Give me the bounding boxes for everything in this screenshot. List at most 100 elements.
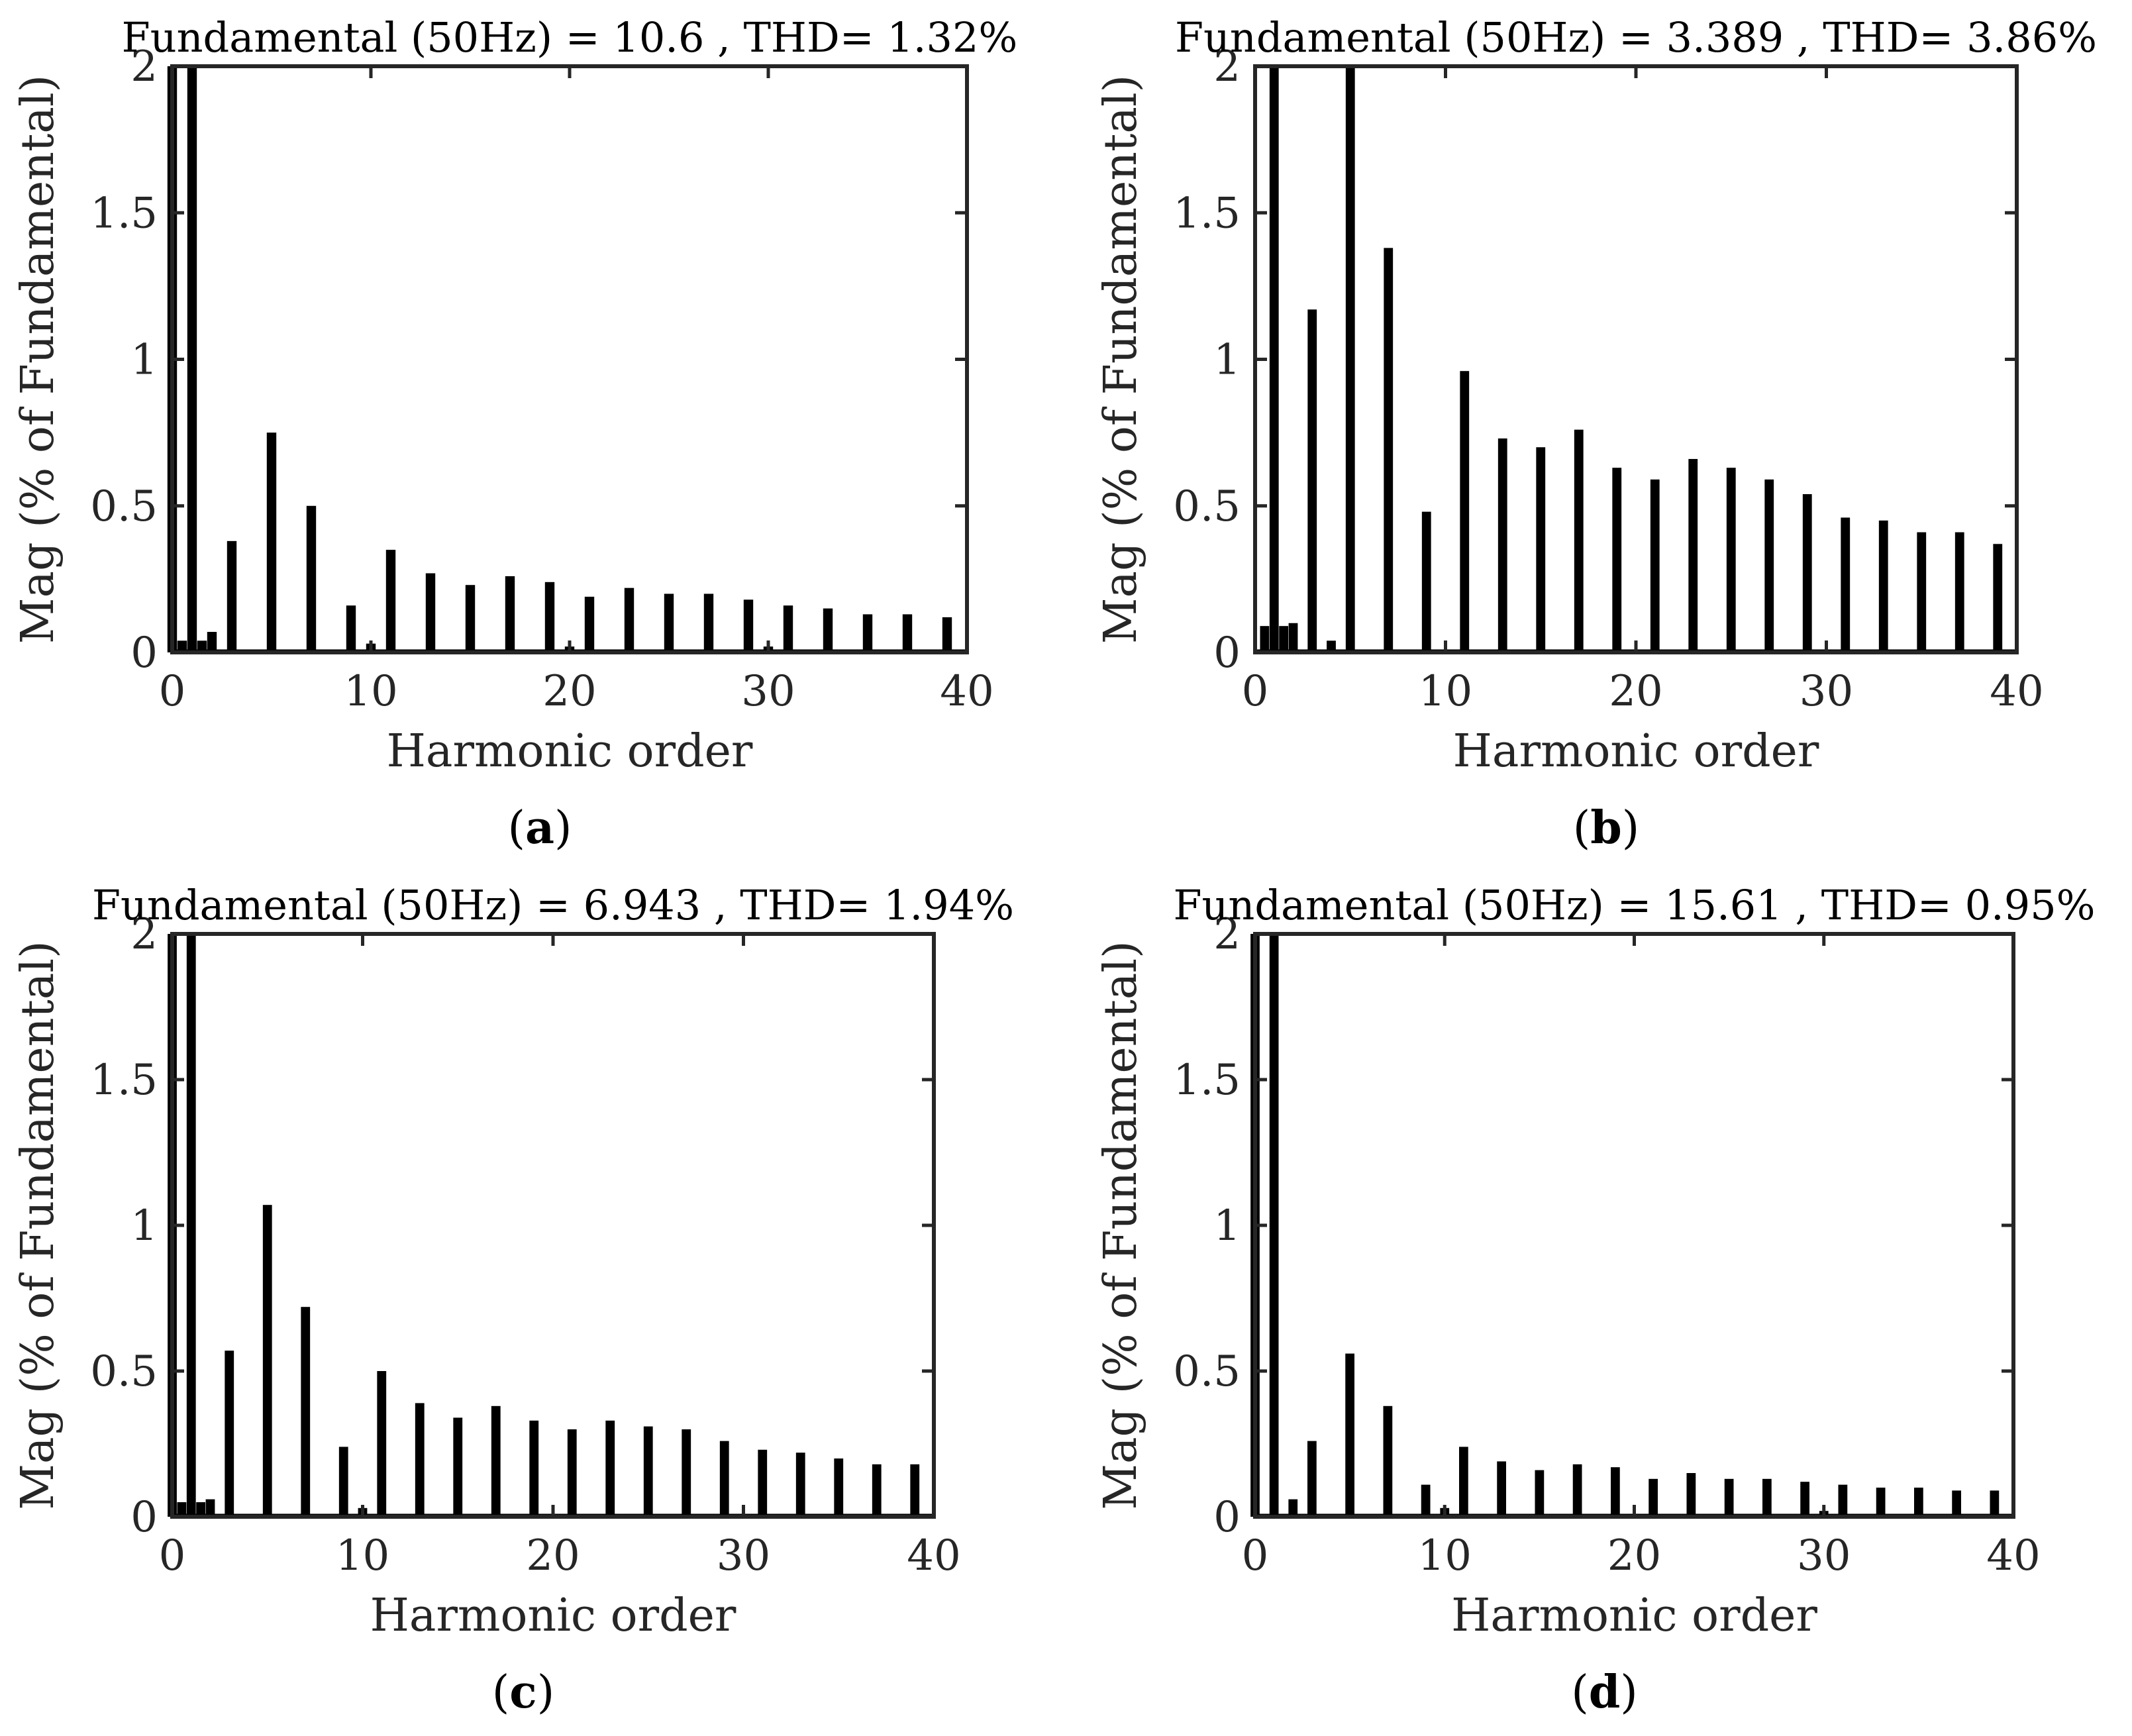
bar-c-2	[186, 934, 196, 1517]
bar-d-16	[1762, 1478, 1772, 1517]
y-tick-label-b-2: 1	[1213, 336, 1241, 385]
y-tick-label-b-0: 0	[1213, 629, 1241, 678]
bar-d-9	[1497, 1461, 1506, 1517]
bar-a-17	[624, 587, 635, 652]
caption-open-a: (	[507, 802, 525, 854]
bar-d-11	[1572, 1464, 1582, 1517]
bar-b-7	[1384, 248, 1394, 653]
bar-a-16	[584, 596, 595, 652]
y-axis-label-c: Mag (% of Fundamental)	[12, 941, 64, 1509]
caption-open-b: (	[1573, 802, 1591, 854]
x-axis-label-d: Harmonic order	[1451, 1590, 1817, 1642]
bar-b-23	[1993, 544, 2003, 652]
bar-a-14	[544, 582, 555, 652]
y-tick-label-d-1: 0.5	[1173, 1347, 1241, 1396]
bar-c-16	[605, 1420, 615, 1517]
y-tick-label-d-2: 1	[1213, 1201, 1241, 1251]
bar-b-6	[1345, 66, 1355, 652]
bar-b-21	[1917, 532, 1927, 652]
y-tick-label-c-2: 1	[130, 1201, 158, 1251]
chart-title-b: Fundamental (50Hz) = 3.389 , THD= 3.86%	[1175, 13, 2097, 62]
bar-b-17	[1764, 479, 1774, 652]
bar-d-22	[1952, 1490, 1961, 1517]
x-tick-label-a-4: 40	[940, 667, 993, 716]
caption-close-a: )	[554, 802, 572, 854]
bar-b-13	[1612, 468, 1622, 652]
caption-close-c: )	[537, 1666, 555, 1719]
bar-d-21	[1914, 1488, 1923, 1517]
bar-c-21	[795, 1453, 805, 1517]
bar-b-15	[1688, 458, 1698, 652]
plot-frame-d	[1253, 932, 2015, 1519]
bar-a-20	[743, 599, 754, 652]
bar-a-23	[823, 608, 833, 652]
y-tick-label-b-3: 1.5	[1173, 189, 1241, 238]
caption-letter-c: c	[509, 1666, 536, 1719]
bar-c-8	[338, 1447, 348, 1517]
bar-c-13	[491, 1405, 501, 1517]
bar-c-24	[910, 1464, 920, 1517]
bar-b-5	[1327, 640, 1336, 652]
x-axis-label-c: Harmonic order	[370, 1590, 736, 1642]
bar-a-18	[664, 593, 674, 652]
bar-c-5	[225, 1351, 234, 1517]
bar-d-13	[1649, 1478, 1658, 1517]
caption-close-d: )	[1620, 1666, 1638, 1719]
bar-a-10	[385, 550, 396, 652]
x-tick-label-b-4: 40	[1990, 667, 2043, 716]
bar-b-9	[1460, 371, 1470, 652]
y-tick-label-a-2: 1	[130, 336, 158, 385]
x-tick-label-c-2: 20	[526, 1531, 580, 1580]
bar-b-2	[1279, 626, 1289, 652]
y-tick-label-c-0: 0	[130, 1493, 158, 1542]
bar-a-22	[783, 605, 793, 652]
bar-b-1	[1269, 66, 1279, 652]
bar-c-19	[719, 1441, 729, 1517]
chart-title-c: Fundamental (50Hz) = 6.943 , THD= 1.94%	[92, 881, 1014, 929]
bar-c-11	[415, 1403, 425, 1517]
y-tick-label-a-4: 2	[130, 42, 158, 91]
caption-open-c: (	[492, 1666, 510, 1719]
x-tick-label-a-0: 0	[159, 667, 186, 716]
bar-a-7	[306, 505, 317, 652]
x-tick-label-a-3: 30	[741, 667, 795, 716]
bar-a-25	[902, 614, 913, 652]
bar-a-5	[227, 540, 237, 652]
y-tick-label-d-4: 2	[1213, 910, 1241, 959]
x-tick-label-c-3: 30	[717, 1531, 770, 1580]
bar-d-23	[1990, 1490, 2000, 1517]
y-axis-label-b: Mag (% of Fundamental)	[1095, 75, 1147, 644]
bar-c-17	[643, 1426, 653, 1517]
y-tick-label-c-4: 2	[130, 910, 158, 959]
x-axis-label-a: Harmonic order	[387, 725, 753, 778]
plot-frame-a	[170, 64, 969, 654]
bar-b-20	[1878, 520, 1888, 652]
bar-d-15	[1724, 1478, 1734, 1517]
bar-a-24	[862, 614, 873, 652]
bar-b-11	[1536, 447, 1546, 652]
bar-c-1	[177, 1502, 187, 1517]
bar-b-8	[1421, 511, 1431, 652]
x-tick-label-a-2: 20	[542, 667, 596, 716]
bar-d-14	[1686, 1473, 1696, 1517]
bar-d-3	[1307, 1441, 1317, 1517]
bar-a-19	[703, 593, 714, 652]
x-tick-label-d-3: 30	[1797, 1531, 1851, 1580]
bar-a-2	[187, 66, 197, 652]
y-tick-label-a-0: 0	[130, 629, 158, 678]
y-tick-label-a-1: 0.5	[90, 482, 158, 531]
x-tick-label-b-1: 10	[1419, 667, 1472, 716]
plot-frame-b	[1253, 64, 2019, 654]
x-tick-label-b-0: 0	[1242, 667, 1269, 716]
bar-c-20	[758, 1449, 768, 1517]
bar-c-6	[262, 1205, 272, 1517]
bar-a-26	[942, 617, 952, 652]
y-tick-label-c-1: 0.5	[90, 1347, 158, 1396]
bar-b-10	[1497, 438, 1507, 652]
bar-c-23	[872, 1464, 882, 1517]
bar-a-4	[207, 632, 217, 652]
bar-b-19	[1841, 517, 1851, 652]
caption-letter-b: b	[1590, 801, 1622, 854]
